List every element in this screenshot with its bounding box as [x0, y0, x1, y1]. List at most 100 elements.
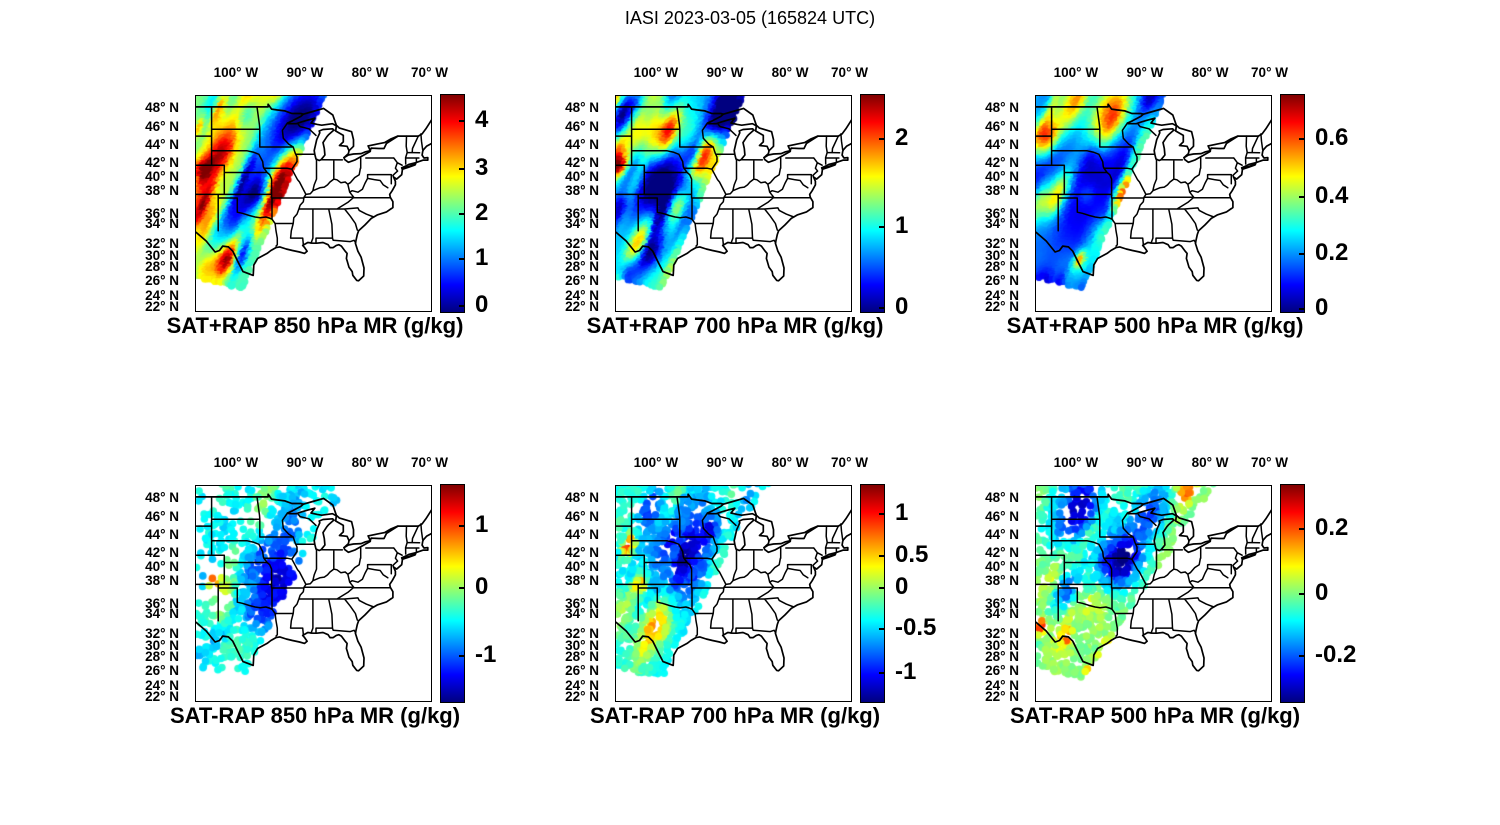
longitude-axis: 100° W 90° W 80° W 70° W	[1035, 63, 1288, 87]
colorbar-tick-label: 0.2	[1315, 239, 1349, 267]
colorbar-tick-mark	[1299, 655, 1304, 658]
figure-title: IASI 2023-03-05 (165824 UTC)	[624, 8, 876, 28]
lat-tick-label: 44° N	[985, 526, 1019, 542]
colorbar-tick-mark	[879, 627, 884, 630]
longitude-axis: 100° W 90° W 80° W 70° W	[195, 453, 448, 477]
colorbar-tick-mark	[459, 258, 464, 261]
colorbar-tick-mark	[879, 555, 884, 558]
colorbar-tick-label: 3	[475, 154, 489, 182]
colorbar	[1280, 484, 1305, 703]
colorbar-tick-label: 0.2	[1315, 514, 1349, 541]
colorbar-tick-mark	[459, 119, 464, 122]
panel-title: SAT+RAP 700 hPa MR (g/kg)	[586, 313, 884, 338]
lon-tick-label: 100° W	[633, 455, 679, 470]
colorbar-tick-mark	[459, 305, 464, 308]
colorbar-tick-label: 1	[475, 510, 489, 538]
colorbar-tick-labels: 0.2 0 -0.2	[1315, 485, 1395, 700]
latitude-axis: 48° N 46° N 44° N 42° N 40° N 38° N 36° N 34° N…	[969, 485, 1019, 704]
lon-tick-label: 100° W	[1053, 65, 1099, 80]
lat-tick-label: 36° N	[145, 205, 179, 221]
lon-tick-label: 90° W	[286, 455, 324, 470]
lat-tick-label: 28° N	[985, 258, 1019, 274]
data-swath-canvas	[616, 96, 851, 311]
lat-tick-label: 42° N	[985, 544, 1019, 560]
colorbar-tick-mark	[879, 586, 884, 589]
colorbar-tick-label: 4	[475, 105, 489, 133]
longitude-axis: 100° W 90° W 80° W 70° W	[615, 63, 868, 87]
lat-tick-label: 48° N	[985, 99, 1019, 115]
lat-tick-label: 42° N	[565, 154, 599, 170]
lat-tick-label: 24° N	[145, 678, 179, 694]
colorbar-tick-mark	[1299, 253, 1304, 256]
colorbar-tick-mark	[879, 225, 884, 228]
lat-tick-label: 26° N	[985, 662, 1019, 678]
lat-tick-label: 44° N	[565, 136, 599, 152]
lat-tick-label: 40° N	[565, 168, 599, 184]
lat-tick-label: 42° N	[565, 544, 599, 560]
map-area	[1035, 485, 1272, 702]
lat-tick-label: 34° N	[145, 606, 179, 621]
lat-tick-label: 48° N	[145, 99, 179, 115]
lat-tick-label: 44° N	[145, 136, 179, 152]
lat-tick-label: 28° N	[565, 648, 599, 664]
lon-tick-label: 90° W	[706, 65, 744, 80]
lon-tick-label: 100° W	[1053, 455, 1099, 470]
lat-tick-label: 26° N	[565, 662, 599, 678]
colorbar	[860, 94, 885, 313]
colorbar-tick-mark	[1299, 196, 1304, 199]
lat-tick-label: 26° N	[145, 272, 179, 288]
lat-tick-label: 32° N	[985, 235, 1019, 251]
lat-tick-label: 42° N	[145, 544, 179, 560]
lat-tick-label: 28° N	[985, 648, 1019, 664]
lon-tick-label: 100° W	[633, 65, 679, 80]
colorbar-tick-label: 0.4	[1315, 182, 1349, 210]
lon-tick-label: 100° W	[213, 455, 259, 470]
lat-tick-label: 30° N	[145, 638, 179, 654]
colorbar-tick-mark	[1299, 308, 1304, 311]
lat-tick-label: 46° N	[985, 119, 1019, 135]
map-area	[195, 95, 432, 312]
colorbar-tick-label: 0	[475, 291, 489, 319]
lat-tick-label: 30° N	[565, 248, 599, 264]
lat-tick-label: 28° N	[565, 258, 599, 274]
latitude-axis: 48° N 46° N 44° N 42° N 40° N 38° N 36° N 34° N…	[129, 95, 179, 314]
colorbar-tick-label: 0	[475, 572, 489, 600]
lat-tick-label: 30° N	[565, 638, 599, 654]
lat-tick-label: 44° N	[145, 526, 179, 542]
lat-tick-label: 36° N	[565, 595, 599, 611]
colorbar-tick-label: -1	[895, 658, 917, 686]
colorbar	[860, 484, 885, 703]
lat-tick-label: 34° N	[985, 216, 1019, 231]
lat-tick-label: 38° N	[145, 573, 179, 589]
lon-tick-label: 80° W	[1191, 65, 1229, 80]
lat-tick-label: 22° N	[985, 298, 1019, 314]
colorbar-tick-mark	[1299, 592, 1304, 595]
lat-tick-label: 22° N	[145, 688, 179, 704]
colorbar	[1280, 94, 1305, 313]
lat-tick-label: 46° N	[565, 119, 599, 135]
colorbar-tick-labels: 4 3 2 1 0	[475, 95, 555, 317]
lon-tick-label: 90° W	[286, 65, 324, 80]
colorbar-tick-labels: 1 0.5 0 -0.5 -1	[895, 485, 975, 700]
longitude-axis: 100° W 90° W 80° W 70° W	[615, 453, 868, 477]
lat-tick-label: 48° N	[565, 489, 599, 505]
lon-tick-label: 70° W	[1251, 65, 1288, 80]
colorbar-tick-mark	[879, 672, 884, 675]
latitude-axis: 48° N 46° N 44° N 42° N 40° N 38° N 36° N 34° N…	[549, 485, 599, 704]
lon-tick-label: 70° W	[411, 65, 448, 80]
lat-tick-label: 40° N	[565, 558, 599, 574]
lat-tick-label: 32° N	[985, 625, 1019, 641]
lon-tick-label: 70° W	[411, 455, 448, 470]
data-swath-canvas	[1036, 486, 1271, 701]
lon-tick-label: 80° W	[771, 65, 809, 80]
colorbar-tick-label: -1	[475, 641, 497, 669]
lat-tick-label: 44° N	[985, 136, 1019, 152]
lat-tick-label: 30° N	[985, 248, 1019, 264]
latitude-axis: 48° N 46° N 44° N 42° N 40° N 38° N 36° N 34° N…	[549, 95, 599, 314]
lat-tick-label: 48° N	[565, 99, 599, 115]
latitude-axis: 48° N 46° N 44° N 42° N 40° N 38° N 36° N 34° N…	[129, 485, 179, 704]
lat-tick-label: 36° N	[145, 595, 179, 611]
lon-tick-label: 90° W	[1126, 455, 1164, 470]
colorbar-tick-mark	[879, 306, 884, 309]
